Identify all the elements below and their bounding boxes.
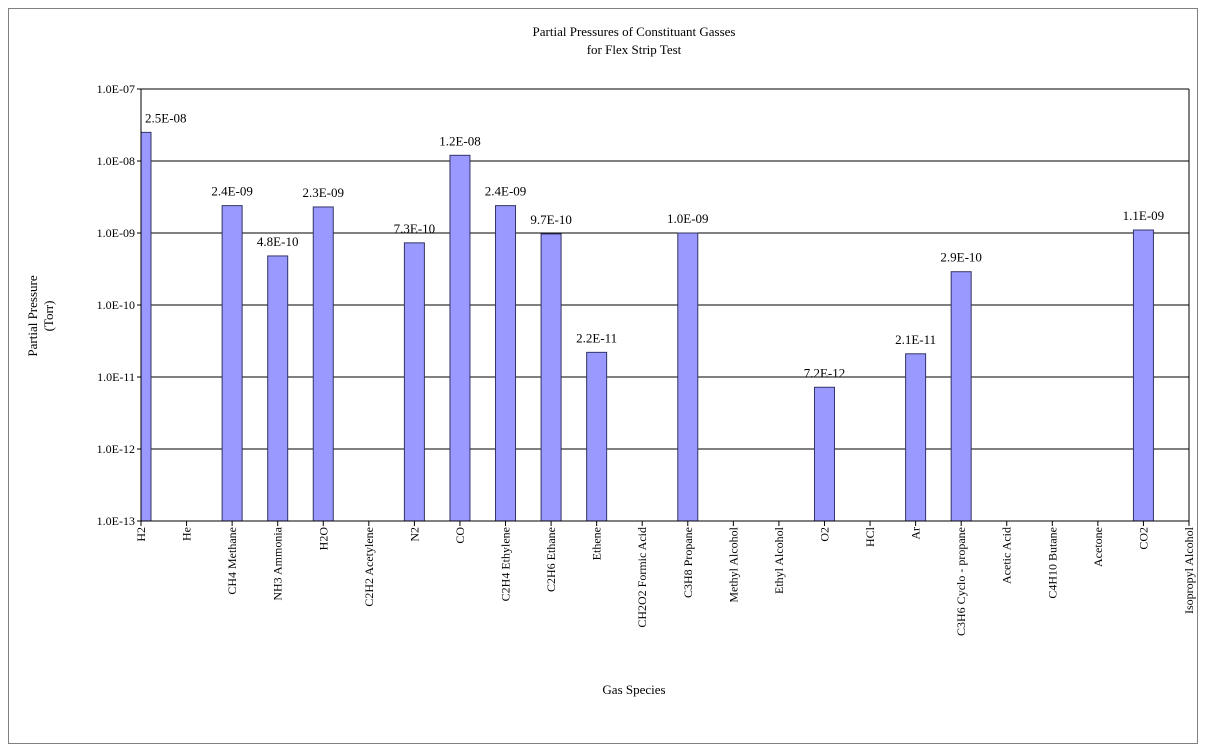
bar (495, 205, 517, 522)
x-tick-label: NH3 Ammonia (271, 526, 285, 600)
data-label: 2.3E-09 (302, 185, 344, 200)
x-tick-label: H2 (134, 527, 148, 542)
x-tick-label: Ar (909, 527, 923, 540)
bar (221, 205, 243, 522)
data-label: 7.3E-10 (394, 221, 436, 236)
y-axis-unit: (Torr) (41, 301, 56, 332)
x-tick-label: Acetic Acid (1000, 527, 1014, 584)
bar (950, 271, 972, 522)
y-tick-label: 1.0E-13 (97, 514, 135, 528)
data-label: 2.9E-10 (940, 250, 982, 265)
data-label: 1.0E-09 (667, 211, 709, 226)
axes (137, 88, 1190, 526)
bar (540, 233, 562, 522)
bar (403, 242, 425, 522)
chart-title: Partial Pressures of Constituant Gasses (533, 24, 736, 39)
x-tick-label: C2H6 Ethane (544, 527, 558, 592)
x-tick-label: C3H8 Propane (681, 527, 695, 598)
data-label: 9.7E-10 (530, 212, 572, 227)
x-tick-label: CH2O2 Formic Acid (635, 527, 649, 628)
x-tick-label: Methyl Alcohol (726, 526, 740, 602)
data-label: 2.2E-11 (576, 330, 617, 345)
data-label: 4.8E-10 (257, 234, 299, 249)
y-tick-label: 1.0E-12 (97, 442, 135, 456)
data-label: 2.4E-09 (211, 184, 253, 199)
bar (312, 206, 334, 522)
data-label: 1.2E-08 (439, 133, 481, 148)
x-tick-label: Ethene (590, 527, 604, 560)
bars (140, 131, 1154, 522)
y-tick-labels: 1.0E-13 1.0E-12 1.0E-11 1.0E-10 1.0E-09 1.0E-… (97, 82, 135, 528)
bar (140, 131, 152, 522)
x-tick-label: O2 (817, 527, 831, 542)
data-label: 7.2E-12 (804, 365, 846, 380)
bar (677, 232, 699, 522)
partial-pressure-chart: 2.5E-08 2.4E-09 4.8E-10 2.3E-09 7.3E-10 1.2E-… (25, 24, 1196, 697)
chart-frame: 2.5E-08 2.4E-09 4.8E-10 2.3E-09 7.3E-10 1.2E-… (8, 8, 1198, 744)
x-tick-label: Ethyl Alcohol (772, 526, 786, 594)
bar (267, 255, 289, 522)
bar (905, 353, 927, 522)
x-tick-label: N2 (407, 527, 421, 542)
y-tick-label: 1.0E-07 (97, 82, 135, 96)
data-label: 2.5E-08 (145, 110, 187, 125)
data-labels: 2.5E-08 2.4E-09 4.8E-10 2.3E-09 7.3E-10 1.2E-… (145, 110, 1164, 380)
x-axis-title: Gas Species (602, 682, 665, 697)
y-tick-label: 1.0E-11 (97, 370, 135, 384)
x-tick-label: C2H4 Ethylene (499, 527, 513, 601)
x-tick-label: C4H10 Butane (1045, 527, 1059, 599)
x-tick-labels: H2 He CH4 Methane NH3 Ammonia H2O C2H2 Acetyl… (134, 526, 1196, 636)
bar (586, 351, 608, 522)
bar (813, 386, 835, 522)
data-label: 2.1E-11 (895, 332, 936, 347)
x-tick-label: Acetone (1091, 527, 1105, 567)
x-tick-label: C2H2 Acetylene (362, 527, 376, 607)
data-label: 2.4E-09 (485, 184, 527, 199)
bar (449, 154, 471, 522)
y-tick-label: 1.0E-10 (97, 298, 135, 312)
x-tick-label: HCl (863, 526, 877, 547)
data-label: 1.1E-09 (1123, 208, 1165, 223)
x-tick-label: C3H6 Cyclo - propane (954, 527, 968, 636)
chart-subtitle: for Flex Strip Test (587, 42, 682, 57)
x-tick-label: CO (453, 527, 467, 544)
x-tick-label: CO2 (1136, 527, 1150, 550)
x-tick-label: Isopropyl Alcohol (1182, 526, 1196, 614)
x-tick-label: H2O (316, 527, 330, 551)
x-tick-label: He (180, 527, 194, 541)
y-axis-title: Partial Pressure (25, 275, 40, 356)
bar (1132, 229, 1154, 522)
y-tick-label: 1.0E-09 (97, 226, 135, 240)
y-tick-label: 1.0E-08 (97, 154, 135, 168)
x-tick-label: CH4 Methane (225, 527, 239, 595)
